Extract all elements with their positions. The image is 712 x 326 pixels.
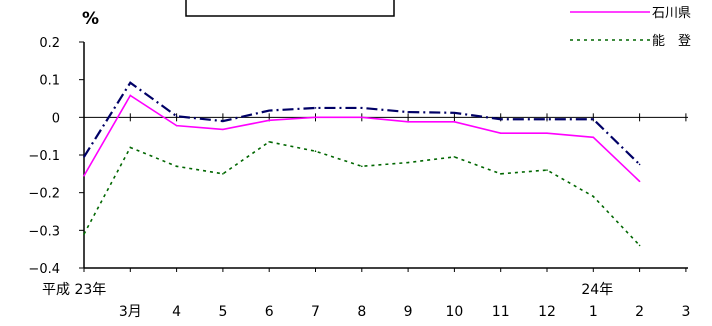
data-point — [314, 116, 317, 119]
data-point — [499, 132, 502, 134]
data-point — [592, 118, 595, 121]
data-point — [314, 150, 317, 153]
data-point — [129, 146, 132, 149]
data-point — [222, 128, 224, 131]
legend-label-2: 能 登 — [652, 34, 691, 49]
y-axis-unit-label: % — [82, 9, 99, 29]
x-tick-label: 5 — [218, 304, 227, 320]
x-tick-label: 10 — [445, 304, 463, 320]
legend-label-1: 石川県 — [652, 6, 691, 21]
y-tick-label: −0.2 — [28, 187, 60, 202]
data-point — [499, 173, 502, 175]
data-point — [361, 116, 363, 119]
data-point — [268, 109, 271, 112]
data-point — [83, 156, 85, 158]
x-tick-label: 8 — [357, 304, 366, 320]
data-point — [453, 156, 456, 158]
data-point — [407, 121, 409, 123]
x-tick-label: 12 — [538, 304, 556, 320]
y-tick-label: −0.1 — [28, 149, 60, 164]
axes: 0.20.10−0.1−0.2−0.3−0.43月 4 5 6 7 8 9 10 11 12 1 2 3… — [28, 36, 690, 320]
data-point — [129, 94, 132, 97]
data-point — [499, 118, 502, 121]
y-tick-label: 0.2 — [39, 36, 60, 51]
data-point — [83, 174, 85, 177]
title-box — [185, 0, 395, 17]
data-point — [407, 161, 409, 164]
x-tick-label: 3 — [681, 304, 690, 320]
data-point — [314, 107, 317, 109]
x-group-label: 平成 23年 — [42, 282, 106, 298]
data-point — [453, 112, 456, 114]
x-tick-label: 11 — [492, 304, 510, 320]
data-point — [453, 121, 456, 123]
data-point — [222, 120, 224, 122]
data-point — [546, 118, 548, 121]
data-point — [546, 132, 548, 134]
data-point — [175, 124, 178, 127]
data-point — [592, 136, 595, 139]
x-tick-label: 9 — [404, 304, 413, 320]
data-point — [592, 195, 595, 198]
y-tick-label: −0.4 — [28, 262, 60, 277]
data-point — [638, 163, 641, 166]
data-point — [268, 141, 271, 143]
y-tick-label: 0.1 — [39, 74, 60, 89]
data-point — [638, 180, 641, 183]
y-tick-label: −0.3 — [28, 224, 60, 239]
data-point — [222, 173, 224, 175]
data-point — [361, 107, 363, 109]
data-point — [268, 119, 271, 122]
data-point — [175, 115, 178, 118]
data-point — [129, 81, 132, 84]
data-point — [83, 233, 85, 235]
x-tick-label: 7 — [311, 304, 320, 320]
x-tick-label: 1 — [589, 304, 598, 320]
series-layer — [83, 81, 641, 247]
x-tick-label: 3月 — [119, 304, 142, 320]
data-point — [361, 165, 363, 168]
y-tick-label: 0 — [52, 111, 60, 126]
x-tick-label: 6 — [265, 304, 274, 320]
data-point — [546, 169, 548, 171]
data-point — [638, 244, 641, 247]
x-tick-label: 4 — [172, 304, 181, 320]
x-group-label: 24年 — [581, 282, 613, 298]
data-point — [407, 111, 409, 113]
data-point — [175, 165, 178, 168]
x-tick-label: 2 — [635, 304, 644, 320]
